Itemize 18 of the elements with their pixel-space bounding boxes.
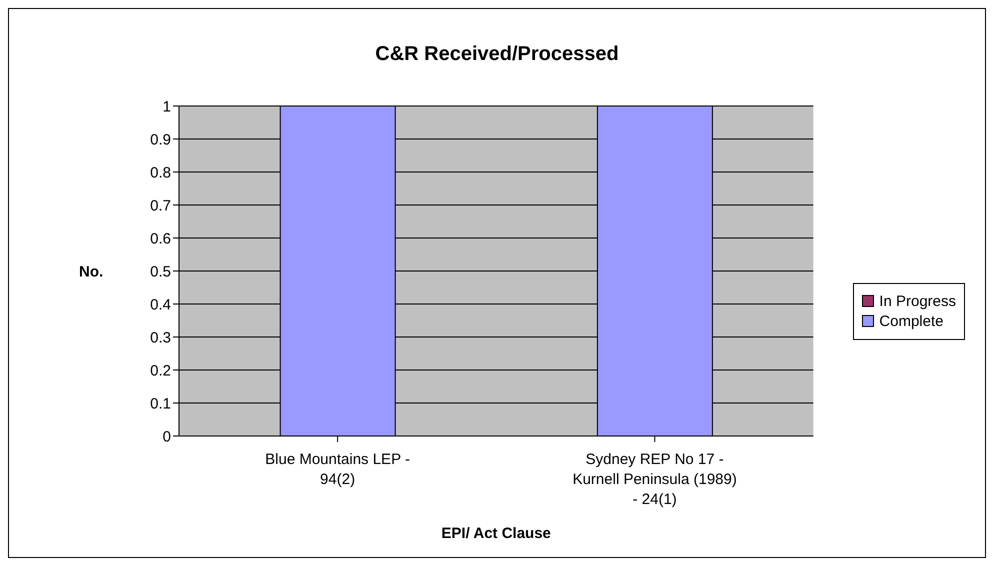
y-tick-label: 0.3 xyxy=(150,329,171,346)
x-tick-label: Sydney REP No 17 - Kurnell Peninsula (1989) - 24(1) xyxy=(572,451,737,508)
x-axis-title: EPI/ Act Clause xyxy=(441,525,551,542)
legend-label: In Progress xyxy=(879,292,956,310)
y-tick-label: 0.5 xyxy=(150,263,171,280)
y-tick-label: 0.2 xyxy=(150,362,171,380)
y-tick-label: 0.8 xyxy=(150,164,171,182)
legend-label: Complete xyxy=(879,312,944,330)
x-tick-label: Blue Mountains LEP - 94(2) xyxy=(265,451,410,488)
y-tick-label: 0.7 xyxy=(150,197,171,214)
y-tick-label: 0.9 xyxy=(150,131,171,148)
y-tick-label: 0.6 xyxy=(150,230,171,248)
y-axis-title: No. xyxy=(79,263,104,280)
y-tick-label: 0.4 xyxy=(150,296,171,314)
y-tick-label: 0 xyxy=(162,428,171,446)
chart-title: C&R Received/Processed xyxy=(374,42,620,66)
y-tick-label: 0.1 xyxy=(150,395,171,412)
y-tick-label: 1 xyxy=(162,98,171,116)
